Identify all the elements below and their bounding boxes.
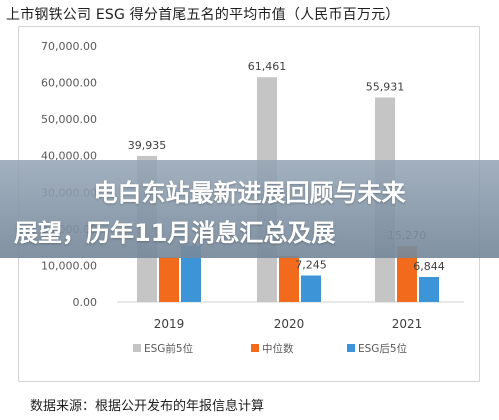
bar-中位数-2020: [279, 255, 299, 302]
bar-中位数-2021: [397, 246, 417, 302]
y-tick-label: 70,000.00: [41, 40, 97, 53]
legend-label: 中位数: [262, 342, 294, 355]
bar-中位数-2019: [159, 257, 179, 302]
x-tick-label: 2019: [154, 317, 185, 331]
y-tick-label: 40,000.00: [41, 150, 97, 163]
y-tick-label: 60,000.00: [41, 77, 97, 90]
y-tick-label: 50,000.00: [41, 113, 97, 126]
legend-label: ESG后5位: [358, 342, 408, 355]
legend-swatch-中位数: [251, 344, 259, 352]
headline-line-2: 展望，历年11月消息汇总及展: [14, 219, 336, 247]
headline-line-1: 电白东站最新进展回顾与未来: [93, 179, 406, 207]
data-label: 61,461: [248, 60, 287, 73]
chart-title: 上市钢铁公司 ESG 得分首尾五名的平均市值（人民币百万元）: [6, 7, 400, 23]
y-tick-label: 0.00: [73, 296, 98, 309]
headline-banner[interactable]: 电白东站最新进展回顾与未来 展望，历年11月消息汇总及展: [0, 160, 499, 258]
bar-ESG后5位-2019: [181, 245, 201, 302]
bar-ESG后5位-2020: [301, 275, 321, 302]
source-note: 数据来源：根据公开发布的年报信息计算: [30, 399, 265, 414]
bar-ESG后5位-2021: [419, 276, 439, 302]
legend-swatch-ESG后5位: [347, 344, 355, 352]
x-tick-label: 2021: [392, 317, 423, 331]
data-label: 39,935: [128, 139, 167, 152]
data-label: 55,931: [366, 80, 405, 93]
legend-label: ESG前5位: [144, 342, 194, 355]
data-label: 7,245: [295, 259, 327, 272]
data-label: 6,844: [413, 260, 445, 273]
x-tick-label: 2020: [274, 317, 305, 331]
legend-swatch-ESG前5位: [133, 344, 141, 352]
y-tick-label: 10,000.00: [41, 259, 97, 272]
